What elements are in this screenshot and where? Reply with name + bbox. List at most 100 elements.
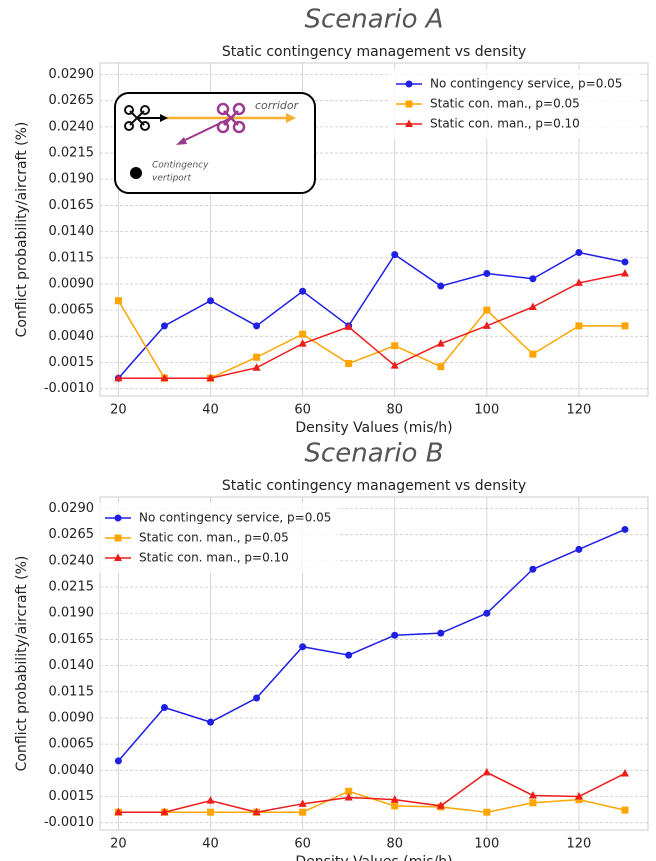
x-tick-label: 20 (110, 837, 127, 852)
marker (391, 802, 398, 809)
marker (299, 809, 306, 816)
inset-label: Contingency (152, 161, 209, 171)
marker (115, 535, 122, 542)
x-tick-label: 40 (202, 837, 219, 852)
y-tick-label: 0.0290 (49, 67, 95, 82)
marker (437, 283, 444, 290)
chart-title: Static contingency management vs density (222, 478, 526, 494)
x-axis-label: Density Values (mis/h) (295, 420, 452, 436)
inset-label: vertiport (152, 174, 192, 184)
marker (529, 351, 536, 358)
y-tick-label: 0.0190 (49, 606, 95, 621)
marker (575, 322, 582, 329)
figure: Scenario A Static contingency management … (0, 0, 656, 861)
marker (575, 249, 582, 256)
y-tick-label: 0.0140 (49, 224, 95, 239)
marker (115, 757, 122, 764)
marker (406, 101, 413, 108)
y-tick-label: 0.0240 (49, 119, 95, 134)
x-tick-label: 120 (567, 403, 592, 418)
x-tick-label: 20 (110, 403, 127, 418)
y-tick-label: -0.0010 (44, 381, 94, 396)
marker (575, 546, 582, 553)
x-tick-label: 60 (294, 837, 311, 852)
marker (529, 799, 536, 806)
y-axis-label: Conflict probability/aircraft (%) (14, 122, 30, 338)
x-tick-label: 120 (567, 837, 592, 852)
inset: corridor Contingency vertiport (115, 93, 315, 193)
marker (161, 322, 168, 329)
y-tick-label: 0.0265 (49, 93, 95, 108)
marker (483, 270, 490, 277)
x-tick-label: 80 (386, 403, 403, 418)
y-tick-label: 0.0115 (49, 250, 95, 265)
marker (621, 258, 628, 265)
y-axis-label: Conflict probability/aircraft (%) (14, 556, 30, 772)
legend-label: Static con. man., p=0.10 (139, 551, 289, 565)
y-tick-label: -0.0010 (44, 815, 94, 830)
legend-label: No contingency service, p=0.05 (139, 511, 331, 525)
y-tick-label: 0.0090 (49, 276, 95, 291)
y-tick-label: 0.0165 (49, 198, 95, 213)
marker (437, 363, 444, 370)
marker (299, 643, 306, 650)
marker (437, 630, 444, 637)
y-tick-label: 0.0065 (49, 303, 95, 318)
marker (207, 297, 214, 304)
marker (115, 297, 122, 304)
marker (299, 288, 306, 295)
marker (529, 566, 536, 573)
x-tick-label: 40 (202, 403, 219, 418)
legend-label: Static con. man., p=0.10 (430, 117, 580, 131)
marker (161, 704, 168, 711)
x-tick-label: 100 (474, 837, 499, 852)
chart-title: Static contingency management vs density (222, 44, 526, 60)
legend-label: No contingency service, p=0.05 (430, 77, 622, 91)
y-tick-label: 0.0290 (49, 501, 95, 516)
marker (253, 354, 260, 361)
y-tick-label: 0.0165 (49, 632, 95, 647)
marker (391, 251, 398, 258)
y-tick-label: 0.0115 (49, 684, 95, 699)
heading: Scenario A (304, 5, 443, 35)
marker (621, 807, 628, 814)
marker (621, 526, 628, 533)
marker (345, 652, 352, 659)
y-tick-label: 0.0215 (49, 146, 95, 161)
marker (207, 809, 214, 816)
y-tick-label: 0.0190 (49, 172, 95, 187)
marker (207, 719, 214, 726)
heading: Scenario B (304, 439, 443, 469)
y-tick-label: 0.0240 (49, 553, 95, 568)
vertiport-dot (130, 167, 142, 179)
marker (529, 275, 536, 282)
legend-label: Static con. man., p=0.05 (430, 97, 580, 111)
y-tick-label: 0.0090 (49, 710, 95, 725)
marker (483, 610, 490, 617)
y-tick-label: 0.0040 (49, 329, 95, 344)
y-tick-label: 0.0215 (49, 580, 95, 595)
y-tick-label: 0.0265 (49, 527, 95, 542)
inset-label: corridor (255, 99, 300, 112)
marker (391, 632, 398, 639)
x-tick-label: 100 (474, 403, 499, 418)
marker (115, 515, 122, 522)
x-tick-label: 60 (294, 403, 311, 418)
marker (253, 695, 260, 702)
y-tick-label: 0.0065 (49, 737, 95, 752)
x-axis-label: Density Values (mis/h) (295, 854, 452, 861)
y-tick-label: 0.0040 (49, 763, 95, 778)
marker (299, 331, 306, 338)
legend-label: Static con. man., p=0.05 (139, 531, 289, 545)
marker (483, 809, 490, 816)
marker (253, 322, 260, 329)
y-tick-label: 0.0015 (49, 789, 95, 804)
y-tick-label: 0.0015 (49, 355, 95, 370)
marker (621, 322, 628, 329)
marker (345, 360, 352, 367)
marker (483, 307, 490, 314)
marker (391, 342, 398, 349)
marker (406, 81, 413, 88)
x-tick-label: 80 (386, 837, 403, 852)
y-tick-label: 0.0140 (49, 658, 95, 673)
